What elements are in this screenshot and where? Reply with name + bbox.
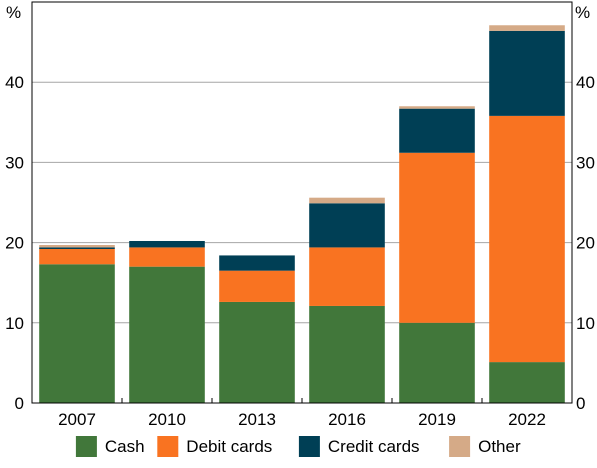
bar-segment (309, 203, 385, 248)
y-tick-label-left: 20 (5, 234, 24, 253)
bar-segment (489, 25, 565, 31)
legend: Cash Debit cards Credit cards Other (75, 436, 521, 457)
plot-frame (31, 1, 573, 404)
bar-segment (129, 247, 205, 267)
y-tick-label-left: 0 (15, 394, 24, 413)
bar-segment (309, 247, 385, 306)
bar-segment (39, 247, 115, 250)
y-tick-label-left: 10 (5, 314, 24, 333)
bar-segment (399, 322, 475, 403)
gridlines (32, 81, 572, 324)
y-tick-label-right: 30 (576, 153, 595, 172)
legend-swatch (157, 436, 179, 457)
bar-segment (39, 264, 115, 403)
y-tick-label-right: 40 (576, 73, 595, 92)
bar-segment (219, 255, 295, 271)
bar-segment (39, 245, 115, 248)
bar-segment (309, 197, 385, 204)
bar-segment (399, 106, 475, 109)
bar-segment (129, 266, 205, 403)
bar-segment (399, 152, 475, 323)
x-tick-label: 2007 (58, 410, 96, 429)
legend-label: Other (478, 437, 521, 456)
legend-swatch (75, 436, 97, 457)
x-tick-label: 2019 (418, 410, 456, 429)
y-tick-label-right: 20 (576, 234, 595, 253)
bar-segment (399, 108, 475, 153)
bar-segment (489, 30, 565, 116)
bar-segment (489, 115, 565, 363)
y-tick-label-right: 0 (576, 394, 585, 413)
y-tick-label-left: 40 (5, 73, 24, 92)
legend-label: Cash (105, 437, 145, 456)
bars (39, 25, 565, 403)
x-tick-label: 2016 (328, 410, 366, 429)
y-unit-right: % (575, 3, 590, 22)
axes: % % 0 0 10 10 20 20 30 30 40 40 2007 2010 2013 2016 20… (5, 3, 595, 429)
legend-swatch (298, 436, 320, 457)
y-tick-label-right: 10 (576, 314, 595, 333)
bar-segment (309, 305, 385, 403)
bar-segment (39, 249, 115, 265)
y-unit-left: % (6, 3, 21, 22)
legend-label: Debit cards (186, 437, 272, 456)
bar-segment (489, 362, 565, 403)
y-tick-label-left: 30 (5, 153, 24, 172)
x-tick-label: 2010 (148, 410, 186, 429)
x-tick-label: 2022 (508, 410, 546, 429)
bar-segment (219, 270, 295, 302)
bar-segment (129, 240, 205, 248)
x-tick-label: 2013 (238, 410, 276, 429)
legend-swatch (449, 436, 471, 457)
plot-border (31, 1, 573, 404)
legend-label: Credit cards (328, 437, 420, 456)
bar-segment (219, 301, 295, 403)
